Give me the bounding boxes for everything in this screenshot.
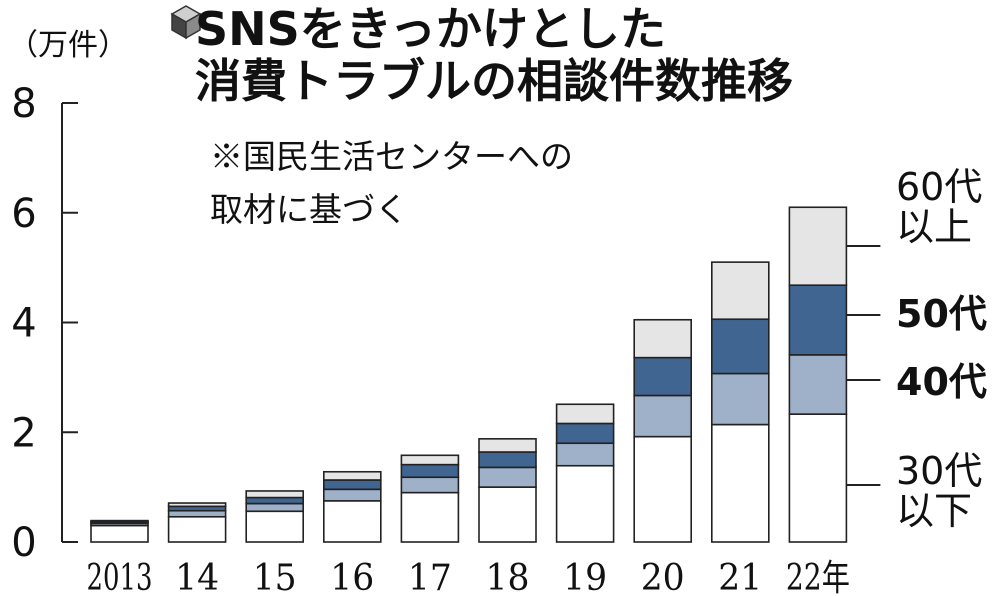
y-tick-label: 4 [11, 301, 36, 347]
bar-segment [400, 476, 460, 494]
bar-segment [633, 318, 693, 359]
bar-segment [478, 486, 537, 543]
bar-segment [90, 524, 149, 543]
bar-segment [322, 500, 382, 543]
label-40s: 40代 [896, 360, 987, 404]
source-note-line1: ※国民生活センターへの [210, 137, 573, 176]
chart-title-line2: 消費トラブルの相談件数推移 [195, 54, 793, 108]
bar-segment [245, 510, 304, 543]
bar-segment [167, 502, 227, 508]
y-tick-label: 6 [11, 191, 36, 237]
x-tick-label: 18 [486, 558, 530, 596]
bar-segment [478, 451, 537, 469]
bar-segment [167, 515, 227, 543]
y-tick-label: 2 [11, 410, 36, 456]
bar-segment [322, 488, 382, 502]
bar-segment [322, 479, 382, 491]
bar-segment [555, 442, 615, 467]
cube-icon-right [185, 12, 201, 40]
bar-segment [710, 318, 770, 375]
bar-segment [245, 496, 304, 505]
label-60s-and-over: 60代 以上 [896, 165, 983, 249]
bar-segment [633, 356, 693, 397]
bar-segment [788, 284, 848, 356]
x-tick-label: 2013 [87, 558, 153, 596]
y-tick-label: 0 [11, 520, 36, 566]
bar-segment [322, 470, 382, 481]
bar-segment [400, 463, 460, 479]
bar-segment [400, 454, 460, 466]
x-tick-label: 16 [330, 558, 374, 596]
bar-segment [555, 422, 615, 445]
bar-segment [633, 435, 693, 543]
bar-segment [478, 466, 537, 488]
x-tick-label: 14 [175, 558, 219, 596]
bar-segment [245, 490, 304, 499]
bar-segment [555, 403, 615, 425]
bar-segment [478, 438, 537, 453]
bar-segment [710, 423, 770, 543]
label-30s-line1: 30代 [896, 449, 983, 493]
x-tick-label: 22年 [786, 558, 850, 596]
label-30s-line2: 以下 [896, 488, 973, 533]
bar-segment [555, 464, 615, 543]
x-tick-label: 17 [408, 558, 452, 596]
bar-segment [90, 519, 149, 523]
bar-segment [788, 206, 848, 286]
source-note-line2: 取材に基づく [210, 190, 408, 229]
chart-title-line1: SNSをきっかけとした [195, 2, 666, 56]
bar-segment [245, 502, 304, 513]
bar-segment [400, 491, 460, 543]
label-50s: 50代 [896, 292, 987, 336]
x-tick-label: 21 [718, 558, 762, 596]
bar-segment [633, 394, 693, 438]
bar-segment [167, 509, 227, 518]
bar-segment [710, 372, 770, 426]
y-tick-label: 8 [11, 81, 36, 127]
x-tick-label: 19 [563, 558, 607, 596]
bar-segment [788, 354, 848, 415]
x-tick-label: 20 [641, 558, 685, 596]
label-60s-line1: 60代 [896, 165, 983, 209]
label-60s-line2: 以上 [896, 204, 973, 249]
unit-label: （万件） [8, 28, 128, 63]
label-30s-and-under: 30代 以下 [896, 449, 983, 533]
bar-segment [788, 413, 848, 543]
x-tick-label: 15 [253, 558, 297, 596]
bar-segment [710, 261, 770, 321]
